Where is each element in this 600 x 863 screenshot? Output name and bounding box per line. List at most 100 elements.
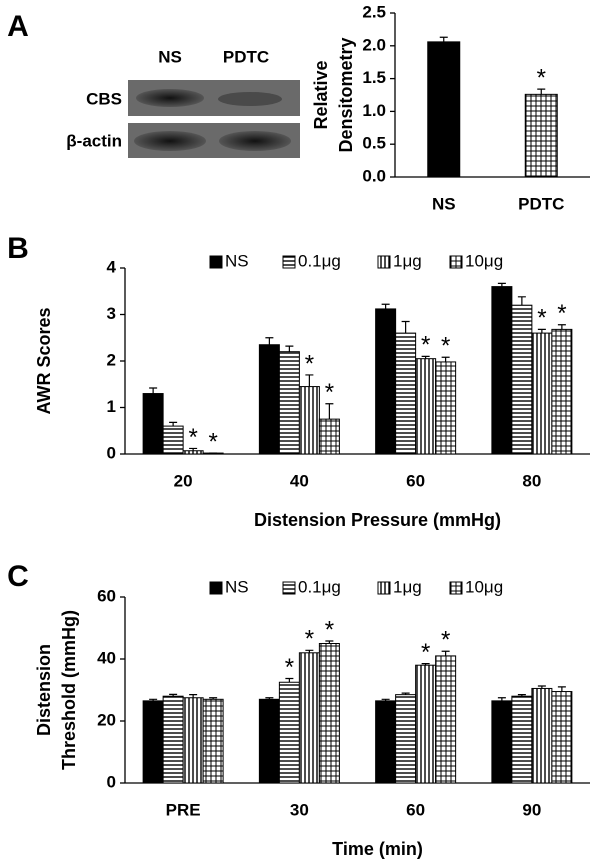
- legend-swatch: [449, 581, 463, 595]
- bar: [551, 328, 573, 455]
- row-label: CBS: [86, 89, 122, 108]
- x-tick-label: 80: [522, 471, 541, 490]
- legend-label: 10μg: [465, 577, 503, 596]
- panel-label: C: [7, 560, 29, 593]
- significance-mark: *: [325, 616, 334, 643]
- significance-mark: *: [325, 379, 334, 406]
- error-bar: [401, 320, 410, 334]
- error-bar: [517, 694, 526, 697]
- error-bar: [557, 686, 566, 692]
- legend-label: 1μg: [393, 577, 422, 596]
- bar: [298, 386, 320, 455]
- x-tick-label: 90: [522, 800, 541, 819]
- legend-swatch: [449, 255, 463, 269]
- error-bar: [305, 374, 314, 387]
- lane-label: PDTC: [223, 47, 269, 66]
- bar: [491, 286, 513, 455]
- y-tick-label: 2: [107, 350, 116, 369]
- legend-swatch: [209, 255, 223, 269]
- error-bar: [265, 337, 274, 345]
- error-bar: [497, 282, 506, 287]
- bar: [258, 344, 280, 455]
- x-tick-label: NS: [432, 194, 456, 213]
- error-bar: [169, 693, 178, 697]
- error-bar: [557, 324, 566, 330]
- y-axis-title: Densitometry: [336, 37, 356, 152]
- error-bar: [537, 685, 546, 689]
- x-tick-label: 60: [406, 800, 425, 819]
- x-tick-label: 30: [290, 800, 309, 819]
- bar: [142, 393, 164, 455]
- significance-mark: *: [188, 424, 197, 451]
- legend-swatch: [377, 581, 391, 595]
- x-tick-label: PDTC: [518, 194, 564, 213]
- x-tick-label: 40: [290, 471, 309, 490]
- bar: [258, 698, 280, 784]
- y-tick-label: 1.0: [362, 101, 386, 120]
- y-tick-label: 3: [107, 304, 116, 323]
- error-bar: [497, 697, 506, 701]
- bar: [531, 687, 553, 784]
- bar: [415, 358, 437, 455]
- y-tick-label: 60: [97, 586, 116, 605]
- y-tick-label: 20: [97, 710, 116, 729]
- x-tick-label: 60: [406, 471, 425, 490]
- significance-mark: *: [441, 333, 450, 360]
- x-tick-label: PRE: [166, 800, 201, 819]
- bar: [511, 304, 533, 455]
- bar: [278, 681, 300, 784]
- bar: [415, 664, 437, 784]
- error-bar: [305, 649, 314, 653]
- panel-label: A: [7, 10, 29, 43]
- legend-label: 0.1μg: [298, 577, 341, 596]
- error-bar: [537, 88, 546, 95]
- y-axis-title: Threshold (mmHg): [59, 610, 79, 770]
- legend-label: 1μg: [393, 251, 422, 270]
- bar: [524, 93, 558, 178]
- error-bar: [325, 403, 334, 420]
- bar: [551, 691, 573, 784]
- bar: [395, 332, 417, 455]
- bar: [435, 655, 457, 784]
- significance-mark: *: [305, 626, 314, 653]
- row-label: β-actin: [66, 131, 122, 150]
- error-bar: [325, 640, 334, 644]
- y-tick-label: 0.5: [362, 134, 386, 153]
- y-tick-label: 0.0: [362, 166, 386, 185]
- significance-mark: *: [557, 300, 566, 327]
- error-bar: [441, 650, 450, 656]
- bar: [375, 700, 397, 784]
- error-bar: [381, 698, 390, 701]
- y-tick-label: 0: [107, 443, 116, 462]
- x-tick-label: 20: [174, 471, 193, 490]
- bar: [162, 425, 184, 455]
- bar: [142, 700, 164, 784]
- error-bar: [381, 303, 390, 309]
- bar: [318, 643, 340, 784]
- bar: [298, 652, 320, 784]
- error-bar: [517, 296, 526, 306]
- bar: [395, 694, 417, 784]
- blot-band: [219, 131, 291, 151]
- error-bar: [189, 694, 198, 698]
- bar: [182, 697, 204, 784]
- y-tick-label: 2.0: [362, 35, 386, 54]
- y-tick-label: 2.5: [362, 2, 386, 21]
- western-blot: NS PDTC CBS β-actin: [66, 47, 300, 158]
- significance-mark: *: [537, 64, 546, 91]
- blot-band: [134, 131, 206, 151]
- panel-label: B: [7, 232, 29, 265]
- significance-mark: *: [208, 428, 217, 455]
- bar: [491, 700, 513, 784]
- error-bar: [421, 663, 430, 666]
- legend-label: 0.1μg: [298, 251, 341, 270]
- significance-mark: *: [285, 654, 294, 681]
- y-tick-label: 40: [97, 648, 116, 667]
- error-bar: [285, 345, 294, 352]
- bar: [375, 308, 397, 455]
- significance-mark: *: [421, 332, 430, 359]
- error-bar: [401, 692, 410, 695]
- error-bar: [441, 356, 450, 362]
- y-tick-label: 1.5: [362, 68, 386, 87]
